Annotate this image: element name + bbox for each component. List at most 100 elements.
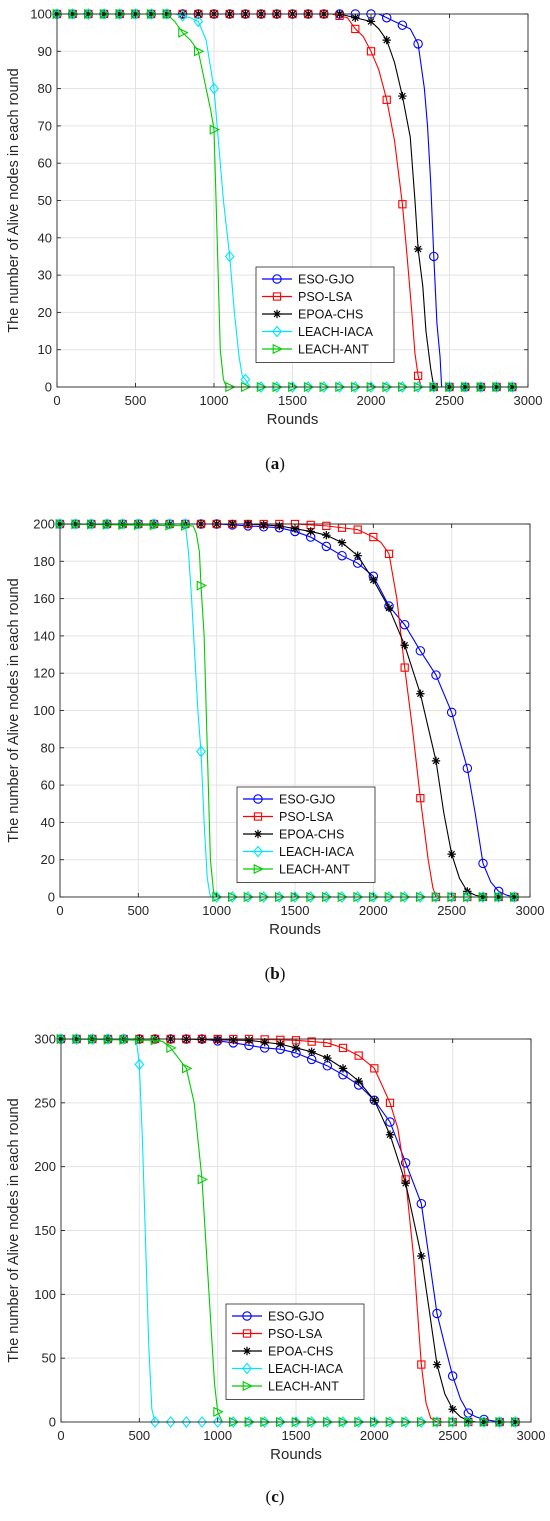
data-point (150, 1035, 162, 1046)
caption-a: (a) (265, 454, 285, 473)
data-point (353, 525, 362, 534)
legend-label: EPOA-CHS (298, 308, 363, 322)
data-point (463, 1416, 474, 1428)
data-point (119, 1034, 130, 1045)
y-tick-label: 60 (38, 156, 52, 171)
legend-label: EPOA-CHS (279, 828, 344, 842)
data-point (56, 1033, 68, 1045)
data-point (318, 381, 329, 393)
data-point (381, 381, 392, 393)
data-point (447, 1371, 458, 1381)
data-point (338, 1416, 348, 1428)
x-tick-label: 1500 (281, 903, 310, 918)
legend-marker (242, 1362, 252, 1375)
data-point (432, 1416, 442, 1428)
data-point (102, 518, 112, 530)
data-point (400, 641, 409, 650)
data-point (446, 891, 457, 903)
data-point (274, 891, 285, 903)
data-point (102, 519, 114, 530)
data-point (150, 1416, 160, 1428)
data-point (385, 1130, 395, 1139)
data-point (431, 756, 441, 766)
legend-label: LEACH-IACA (279, 845, 355, 859)
x-tick-label: 1000 (203, 1428, 232, 1443)
data-point (306, 1416, 317, 1428)
data-point (432, 1308, 442, 1319)
data-point (479, 1416, 489, 1428)
data-point (366, 47, 376, 56)
x-tick-label: 3000 (514, 393, 543, 408)
legend-marker (272, 309, 282, 319)
data-point (400, 663, 409, 672)
data-point (181, 1063, 193, 1074)
y-tick-label: 100 (30, 7, 52, 22)
legend-label: LEACH-ANT (298, 343, 369, 357)
data-point (509, 891, 520, 903)
data-point (227, 891, 238, 903)
data-point (323, 1053, 332, 1063)
legend-label: ESO-GJO (268, 1310, 325, 1324)
legend-label: EPOA-CHS (268, 1345, 333, 1359)
x-tick-label: 0 (53, 393, 60, 408)
legend: ESO-GJO PSO-LSA EPOA-CHS LEACH-IACA LEACH-AN… (236, 786, 376, 883)
data-point (415, 646, 426, 656)
x-tick-label: 2000 (360, 1428, 389, 1443)
data-point (133, 520, 145, 531)
data-point (385, 1098, 395, 1107)
data-point (370, 1096, 379, 1105)
data-point (181, 1416, 192, 1428)
data-point (70, 518, 81, 530)
ticks: 0 500 1000 1500 2000 2500 3000 0 50 100 150 200 250 3… (34, 1032, 545, 1444)
series-line (57, 13, 528, 388)
data-point (510, 1416, 521, 1428)
data-point (491, 381, 502, 393)
data-point (368, 891, 379, 903)
data-point (259, 1416, 270, 1428)
series-line (61, 1038, 531, 1423)
data-point (447, 849, 456, 859)
data-point (290, 524, 300, 533)
data-point (350, 381, 361, 393)
legend-marker (272, 343, 284, 355)
y-tick-label: 50 (38, 193, 52, 208)
data-point (353, 1416, 364, 1428)
y-tick-label: 0 (48, 890, 55, 905)
y-tick-label: 120 (33, 666, 55, 681)
data-point (413, 39, 423, 49)
data-point (71, 1033, 82, 1045)
data-point (149, 520, 161, 531)
y-tick-label: 60 (41, 778, 55, 793)
data-point (161, 8, 172, 20)
data-point (478, 858, 488, 869)
data-point (134, 1058, 145, 1071)
legend-marker (242, 1380, 254, 1392)
caption-c: (c) (265, 1487, 285, 1506)
data-point (338, 1043, 348, 1053)
data-point (224, 250, 235, 263)
x-tick-label: 3000 (517, 1428, 546, 1443)
data-point (146, 8, 157, 20)
data-point (67, 8, 78, 20)
ticks: 0 500 1000 1500 2000 2500 3000 0 10 20 30 40 50 60 70 8… (30, 7, 542, 409)
data-point (228, 1416, 239, 1428)
data-point (244, 1036, 254, 1045)
legend-marker (272, 274, 282, 284)
y-tick-label: 20 (41, 852, 55, 867)
data-point (413, 381, 424, 393)
data-point (197, 1174, 209, 1185)
series-leach-iaca (52, 8, 528, 393)
data-point (416, 1198, 427, 1209)
series-line (60, 523, 530, 898)
data-point (86, 518, 97, 530)
data-point (303, 381, 314, 393)
y-axis-label: The number of Alive nodes in each round (6, 1098, 22, 1362)
data-point (397, 20, 408, 30)
y-tick-label: 20 (38, 305, 52, 320)
data-point (321, 541, 332, 552)
data-point (149, 518, 159, 530)
y-tick-label: 80 (38, 81, 52, 96)
x-tick-label: 500 (127, 903, 149, 918)
y-tick-label: 200 (33, 517, 55, 532)
x-tick-label: 1500 (282, 1428, 311, 1443)
